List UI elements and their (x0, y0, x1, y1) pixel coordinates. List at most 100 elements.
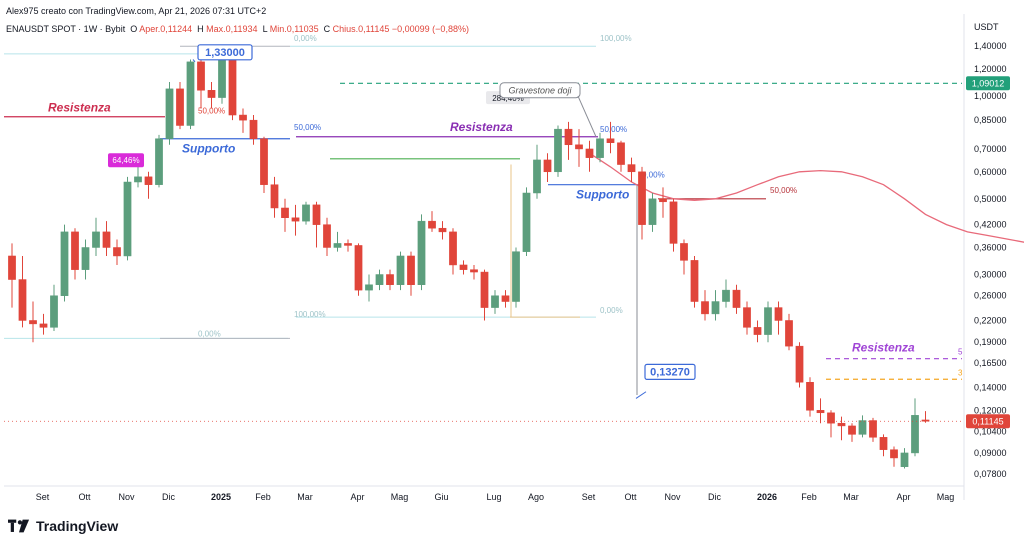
candle[interactable] (596, 139, 603, 158)
edge-label: 5 (958, 347, 963, 356)
candle[interactable] (71, 232, 78, 270)
candle[interactable] (670, 202, 677, 244)
candle[interactable] (218, 60, 225, 98)
candle[interactable] (502, 296, 509, 302)
candle[interactable] (50, 296, 57, 328)
candle[interactable] (103, 232, 110, 248)
candle[interactable] (302, 205, 309, 221)
candle[interactable] (533, 160, 540, 193)
candle[interactable] (260, 139, 267, 185)
brand[interactable]: TradingView (8, 518, 118, 534)
candle[interactable] (145, 177, 152, 185)
candle[interactable] (271, 185, 278, 208)
candle[interactable] (292, 218, 299, 221)
candle[interactable] (722, 290, 729, 301)
candle[interactable] (313, 205, 320, 225)
fib-label: 50,00% (770, 186, 797, 195)
fib-label: 50,00% (294, 123, 321, 132)
candle[interactable] (565, 129, 572, 145)
candle[interactable] (418, 221, 425, 285)
y-tick-label: 0,30000 (974, 270, 1007, 280)
candle[interactable] (901, 453, 908, 467)
candle[interactable] (481, 272, 488, 308)
candle[interactable] (40, 324, 47, 327)
x-tick-label: Feb (801, 492, 817, 502)
candle[interactable] (61, 232, 68, 296)
candle[interactable] (428, 221, 435, 228)
candle[interactable] (239, 115, 246, 120)
candle[interactable] (754, 327, 761, 334)
candle[interactable] (166, 89, 173, 139)
candle[interactable] (638, 172, 645, 225)
candle[interactable] (376, 275, 383, 285)
candle[interactable] (848, 426, 855, 434)
candle[interactable] (386, 275, 393, 285)
y-tick-label: 0,19000 (974, 337, 1007, 347)
candle[interactable] (134, 177, 141, 182)
candle[interactable] (859, 421, 866, 435)
candle[interactable] (407, 256, 414, 285)
candle[interactable] (785, 320, 792, 346)
candle[interactable] (617, 143, 624, 165)
candle[interactable] (691, 260, 698, 301)
candle[interactable] (124, 182, 131, 256)
candle[interactable] (743, 308, 750, 328)
candle[interactable] (19, 280, 26, 321)
candle[interactable] (764, 308, 771, 335)
candle[interactable] (575, 145, 582, 149)
candle[interactable] (628, 165, 635, 172)
candle[interactable] (733, 290, 740, 307)
candle[interactable] (334, 243, 341, 247)
candle[interactable] (817, 410, 824, 412)
candle[interactable] (208, 90, 215, 97)
candle[interactable] (586, 149, 593, 158)
candle[interactable] (659, 199, 666, 202)
candle[interactable] (649, 199, 656, 225)
candle[interactable] (344, 243, 351, 245)
candle[interactable] (229, 60, 236, 116)
candle[interactable] (113, 247, 120, 255)
fib-label: 100,00% (600, 34, 632, 43)
candle[interactable] (890, 450, 897, 458)
candle[interactable] (512, 252, 519, 302)
candle[interactable] (355, 245, 362, 290)
candle[interactable] (523, 193, 530, 252)
candle[interactable] (365, 285, 372, 290)
candle[interactable] (8, 256, 15, 280)
candle[interactable] (155, 139, 162, 185)
candle[interactable] (869, 421, 876, 438)
candle[interactable] (439, 228, 446, 232)
candle[interactable] (775, 308, 782, 321)
candle[interactable] (187, 62, 194, 126)
symbol-name[interactable]: ENAUSDT SPOT · 1W · Bybit (6, 24, 125, 34)
candle[interactable] (460, 265, 467, 270)
candle[interactable] (397, 256, 404, 285)
author-line: Alex975 creato con TradingView.com, Apr … (6, 6, 266, 16)
candle[interactable] (176, 89, 183, 126)
candle[interactable] (92, 232, 99, 248)
candle[interactable] (491, 296, 498, 308)
candle[interactable] (701, 302, 708, 314)
candle[interactable] (544, 160, 551, 172)
candle[interactable] (554, 129, 561, 172)
candle[interactable] (796, 346, 803, 382)
y-tick-label: 0,09000 (974, 448, 1007, 458)
symbol-legend[interactable]: ENAUSDT SPOT · 1W · Bybit O Aper.0,11244… (6, 24, 469, 34)
candle[interactable] (680, 243, 687, 260)
x-tick-label: Lug (486, 492, 501, 502)
candle[interactable] (470, 270, 477, 272)
candle[interactable] (880, 437, 887, 449)
candle[interactable] (712, 302, 719, 314)
candle[interactable] (281, 208, 288, 218)
candle[interactable] (29, 320, 36, 323)
candle[interactable] (806, 382, 813, 410)
candle[interactable] (250, 120, 257, 139)
candle[interactable] (607, 139, 614, 143)
candle[interactable] (197, 62, 204, 90)
candle[interactable] (82, 247, 89, 269)
candle[interactable] (323, 225, 330, 248)
candle[interactable] (449, 232, 456, 265)
candle[interactable] (838, 423, 845, 426)
